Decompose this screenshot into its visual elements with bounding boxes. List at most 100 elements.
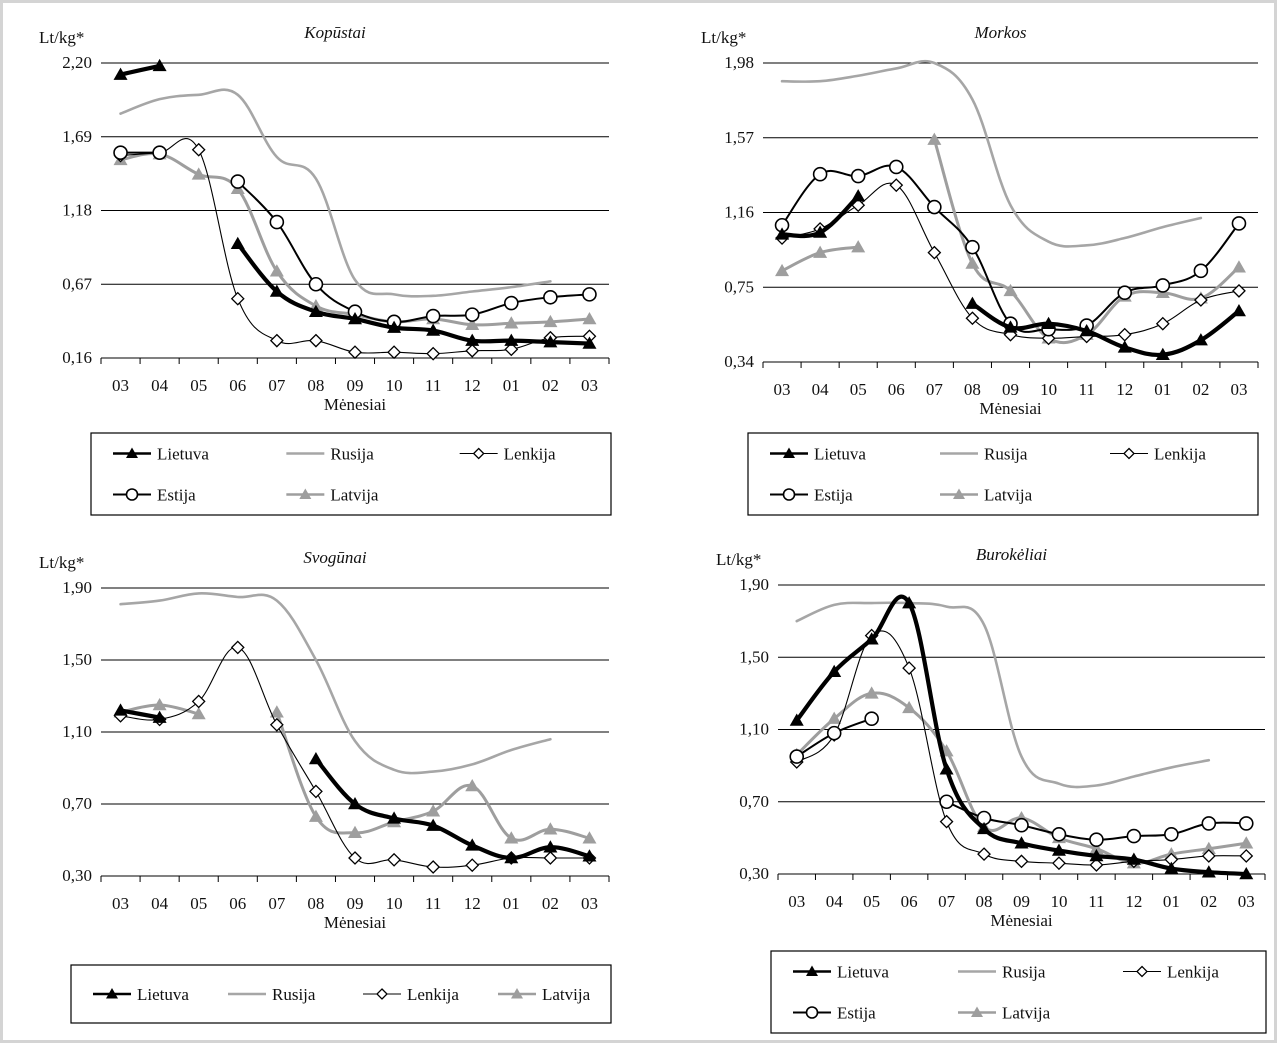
y-tick-label: 1,69	[62, 127, 92, 146]
series-lenkija	[113, 138, 597, 361]
data-point-lenkija	[230, 291, 245, 306]
legend-item-latvija: Latvija	[286, 486, 379, 505]
legend-item-rusija: Rusija	[958, 963, 1046, 982]
data-point-latvija	[1003, 283, 1018, 297]
data-point-lenkija	[426, 346, 441, 361]
data-point-lietuva	[1014, 836, 1029, 849]
x-tick-label: 08	[307, 376, 324, 395]
data-point-estija	[582, 287, 597, 302]
data-point-lenkija	[348, 345, 362, 360]
data-point-lenkija	[269, 333, 284, 348]
data-point-lenkija	[1239, 849, 1254, 863]
x-tick-label: 11	[425, 376, 441, 395]
legend: Lietuva Rusija Lenkija Latvija	[70, 964, 612, 1024]
data-point-lietuva	[582, 336, 597, 349]
data-point-latvija	[269, 264, 284, 277]
data-point-lietuva	[813, 225, 828, 238]
data-point-lenkija	[309, 784, 323, 799]
data-point-lenkija	[191, 142, 206, 157]
x-tick-label: 02	[1192, 380, 1209, 399]
y-tick-label: 0,30	[62, 866, 92, 885]
x-axis-label: Mėnesiai	[324, 913, 387, 932]
x-tick-label: 11	[425, 894, 441, 913]
data-point-lietuva	[348, 311, 362, 325]
data-point-lenkija	[1052, 856, 1066, 871]
data-point-estija	[1238, 816, 1254, 831]
data-point-lenkija	[387, 345, 401, 360]
data-point-estija	[1164, 826, 1179, 842]
legend: Lietuva Rusija Lenkija Estija Latvija	[770, 950, 1267, 1034]
chart-figure: 2,20 1,69 1,18 0,67 0,16 03 04 05 06 07 08 09 10 11 12…	[39, 23, 1267, 1034]
x-tick-label: 01	[1163, 892, 1180, 911]
data-point-estija	[1201, 816, 1217, 831]
legend-label: Estija	[814, 486, 853, 505]
x-tick-label: 10	[1050, 892, 1067, 911]
x-tick-label: 07	[926, 380, 944, 399]
legend-label: Rusija	[984, 445, 1028, 464]
data-point-lenkija	[1014, 854, 1029, 869]
data-point-lietuva	[152, 58, 167, 72]
data-point-latvija	[504, 316, 519, 329]
series-latvija	[775, 132, 1246, 345]
data-point-lenkija	[230, 640, 245, 655]
y-tick-label: 1,90	[739, 575, 769, 594]
data-point-estija	[864, 711, 879, 726]
y-tick-label: 0,67	[62, 274, 92, 293]
x-tick-label: 12	[464, 894, 481, 913]
data-point-lenkija	[426, 860, 441, 874]
legend-item-lietuva: Lietuva	[793, 963, 889, 982]
data-point-lietuva	[1079, 324, 1094, 337]
data-point-lietuva	[1126, 852, 1141, 865]
data-point-lenkija	[543, 851, 558, 865]
data-point-lietuva	[965, 296, 980, 309]
legend-item-rusija: Rusija	[286, 445, 374, 464]
chart-panel-2: 1,98 1,57 1,16 0,75 0,34 03 04 05 06 07 08 09 10 11 12…	[701, 23, 1259, 516]
data-point-estija	[1193, 263, 1209, 279]
data-point-lietuva	[1231, 303, 1246, 317]
data-point-estija	[504, 295, 519, 311]
y-tick-label: 1,98	[724, 53, 754, 72]
x-tick-label: 01	[503, 894, 520, 913]
x-tick-label: 08	[964, 380, 981, 399]
series-latvija	[113, 698, 597, 844]
legend-marker	[1136, 965, 1148, 978]
legend-label: Estija	[157, 486, 196, 505]
legend-marker	[125, 488, 139, 501]
legend-marker	[1123, 447, 1135, 460]
x-tick-label: 11	[1078, 380, 1094, 399]
data-point-latvija	[1239, 836, 1254, 849]
y-tick-label: 1,50	[62, 650, 92, 669]
data-point-latvija	[191, 167, 206, 180]
legend-label: Lietuva	[137, 985, 189, 1004]
series-rusija	[119, 592, 552, 775]
data-point-latvija	[191, 707, 206, 720]
legend-marker	[106, 988, 118, 999]
x-tick-label: 02	[542, 894, 559, 913]
y-tick-label: 1,10	[62, 722, 92, 741]
data-point-latvija	[965, 256, 980, 269]
data-point-estija	[230, 174, 246, 189]
y-tick-label: 1,18	[62, 201, 92, 220]
legend-item-lenkija: Lenkija	[459, 445, 556, 464]
data-point-lenkija	[927, 245, 942, 260]
data-point-lietuva	[864, 632, 879, 645]
data-point-lenkija	[504, 342, 519, 357]
data-point-lietuva	[1041, 316, 1056, 329]
x-tick-label: 05	[190, 376, 207, 395]
data-point-lietuva	[789, 713, 804, 726]
data-point-estija	[425, 308, 441, 324]
series-line-latvija	[932, 138, 1241, 345]
data-point-lietuva	[1051, 843, 1066, 856]
data-point-lenkija	[1193, 293, 1208, 307]
series-lietuva	[789, 594, 1254, 880]
y-axis-label: Lt/kg*	[39, 28, 84, 47]
data-point-latvija	[851, 240, 866, 253]
x-axis-label: Mėnesiai	[979, 399, 1042, 418]
x-tick-label: 12	[1125, 892, 1142, 911]
legend-label: Rusija	[330, 445, 374, 464]
data-point-lietuva	[827, 664, 842, 677]
legend-label: Rusija	[1002, 963, 1046, 982]
data-point-lietuva	[504, 333, 519, 346]
data-point-lenkija	[309, 333, 323, 348]
